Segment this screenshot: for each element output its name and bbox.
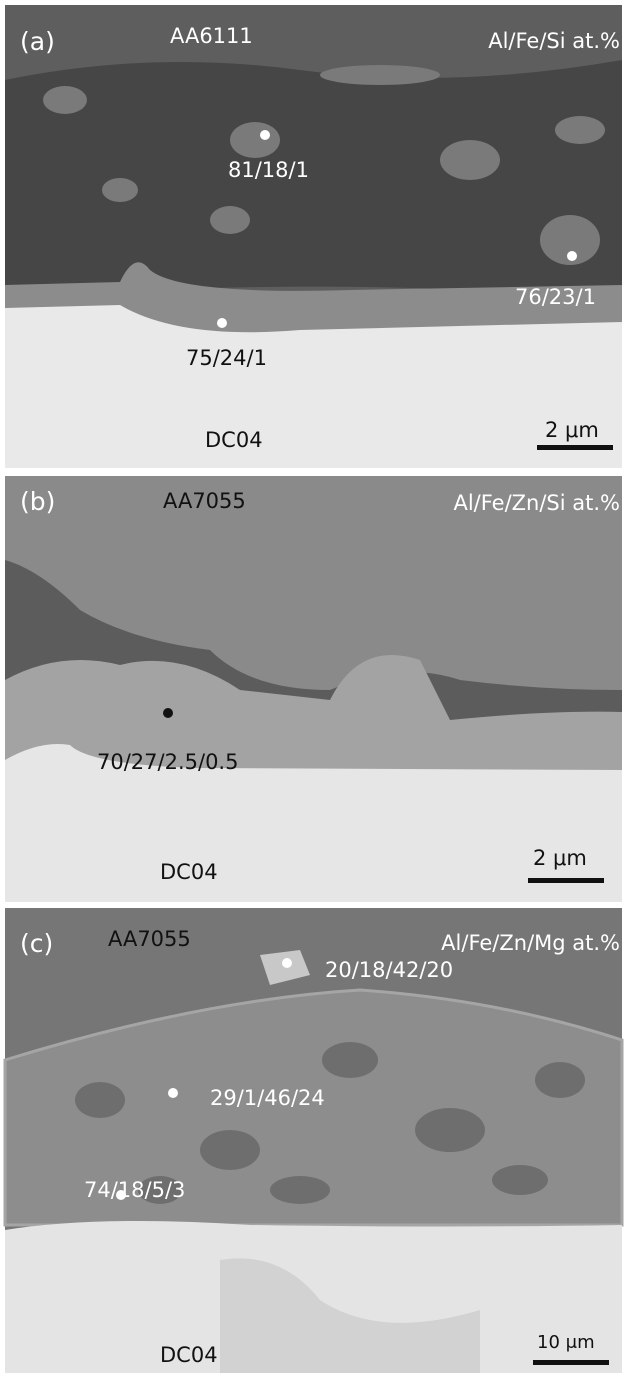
panel-label: (b) [20, 487, 55, 516]
measure-point [217, 318, 227, 328]
scale-bar [537, 445, 613, 450]
substrate-label: DC04 [160, 860, 218, 884]
measure-point [567, 251, 577, 261]
figure: (a) AA6111 Al/Fe/Si at.% 81/18/1 76/23/1… [0, 0, 627, 1378]
scale-label: 2 μm [533, 846, 587, 870]
substrate-label: DC04 [205, 428, 263, 452]
point-label: 76/23/1 [515, 285, 596, 309]
measure-point [168, 1088, 178, 1098]
substrate-label: DC04 [160, 1343, 218, 1367]
matrix-label: AA7055 [108, 927, 191, 951]
point-label: 81/18/1 [228, 158, 309, 182]
page: (a) AA6111 Al/Fe/Si at.% 81/18/1 76/23/1… [0, 0, 627, 1378]
matrix-label: AA7055 [163, 489, 246, 513]
point-label: 20/18/42/20 [325, 958, 453, 982]
point-label: 70/27/2.5/0.5 [97, 750, 238, 774]
panel-label: (c) [20, 929, 53, 958]
measure-point [260, 130, 270, 140]
composition-header: Al/Fe/Zn/Si at.% [453, 491, 620, 515]
point-label: 75/24/1 [186, 346, 267, 370]
scale-label: 2 μm [545, 418, 599, 442]
point-label: 74/18/5/3 [84, 1178, 185, 1202]
composition-header: Al/Fe/Si at.% [488, 29, 620, 53]
panel-b: (b) AA7055 Al/Fe/Zn/Si at.% 70/27/2.5/0.… [5, 476, 622, 902]
scale-bar [528, 878, 604, 883]
measure-point [163, 708, 173, 718]
panel-a: (a) AA6111 Al/Fe/Si at.% 81/18/1 76/23/1… [5, 5, 622, 468]
point-label: 29/1/46/24 [210, 1086, 325, 1110]
scale-label: 10 μm [537, 1332, 595, 1353]
panel-label: (a) [20, 27, 55, 56]
dark-layer [5, 60, 622, 300]
measure-point [282, 958, 292, 968]
matrix-label: AA6111 [170, 24, 253, 48]
scale-bar [533, 1360, 609, 1365]
composition-header: Al/Fe/Zn/Mg at.% [441, 931, 620, 955]
panel-c: (c) AA7055 Al/Fe/Zn/Mg at.% 20/18/42/20 … [5, 908, 622, 1373]
